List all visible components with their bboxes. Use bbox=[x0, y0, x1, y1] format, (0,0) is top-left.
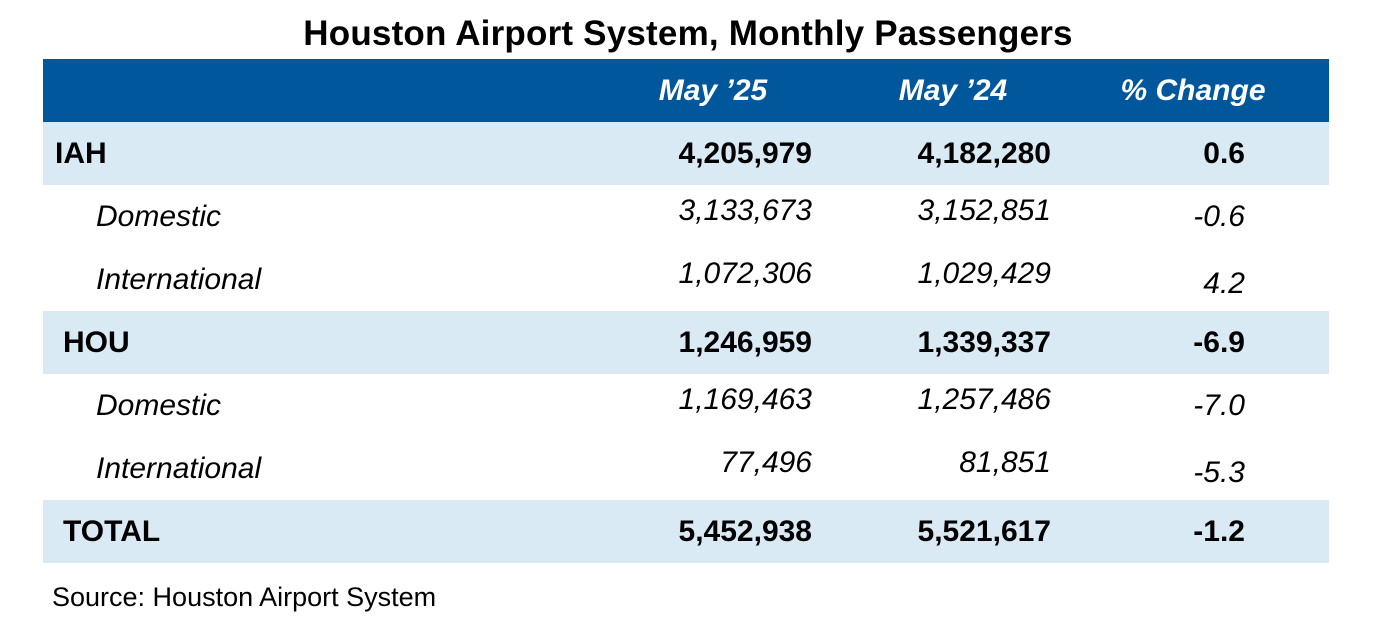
cell-may-24: 4,182,280 bbox=[917, 137, 1051, 170]
cell-may-24: 81,851 bbox=[959, 446, 1051, 479]
table-header-row: May ’25 May ’24 % Change bbox=[43, 59, 1329, 122]
table-row-hou-domestic: Domestic 1,169,463 1,257,486 -7.0 bbox=[43, 374, 1329, 437]
row-label: HOU bbox=[63, 326, 130, 359]
cell-may-25: 3,133,673 bbox=[678, 194, 812, 227]
cell-pct-change: -0.6 bbox=[1193, 200, 1245, 233]
cell-may-25: 1,072,306 bbox=[678, 257, 812, 290]
cell-pct-change: -5.3 bbox=[1193, 456, 1245, 489]
cell-pct-change: 4.2 bbox=[1203, 267, 1245, 300]
row-label: International bbox=[96, 452, 262, 485]
cell-pct-change: 0.6 bbox=[1203, 137, 1245, 170]
column-header-pct-change: % Change bbox=[1120, 74, 1266, 107]
cell-may-24: 3,152,851 bbox=[917, 194, 1051, 227]
table-title: Houston Airport System, Monthly Passenge… bbox=[303, 14, 1073, 53]
cell-pct-change: -7.0 bbox=[1193, 389, 1245, 422]
table-row-iah-domestic: Domestic 3,133,673 3,152,851 -0.6 bbox=[43, 185, 1329, 248]
cell-may-24: 1,257,486 bbox=[917, 383, 1051, 416]
cell-may-25: 4,205,979 bbox=[678, 137, 812, 170]
cell-may-24: 1,339,337 bbox=[917, 326, 1051, 359]
source-note: Source: Houston Airport System bbox=[52, 582, 437, 612]
table-row-iah: IAH 4,205,979 4,182,280 0.6 bbox=[43, 122, 1329, 185]
table-row-iah-international: International 1,072,306 1,029,429 4.2 bbox=[43, 248, 1329, 311]
row-label: IAH bbox=[55, 137, 107, 170]
row-label: International bbox=[96, 263, 262, 296]
row-label: Domestic bbox=[96, 389, 222, 422]
row-label: Domestic bbox=[96, 200, 222, 233]
cell-may-25: 1,169,463 bbox=[678, 383, 812, 416]
table-row-total: TOTAL 5,452,938 5,521,617 -1.2 bbox=[43, 500, 1329, 563]
row-label: TOTAL bbox=[63, 515, 161, 548]
cell-pct-change: -1.2 bbox=[1193, 515, 1245, 548]
table-row-hou-international: International 77,496 81,851 -5.3 bbox=[43, 437, 1329, 500]
cell-may-24: 1,029,429 bbox=[917, 257, 1051, 290]
table-row-hou: HOU 1,246,959 1,339,337 -6.9 bbox=[43, 311, 1329, 374]
cell-pct-change: -6.9 bbox=[1193, 326, 1245, 359]
cell-may-24: 5,521,617 bbox=[917, 515, 1051, 548]
cell-may-25: 1,246,959 bbox=[678, 326, 812, 359]
column-header-may-24: May ’24 bbox=[898, 74, 1008, 107]
cell-may-25: 77,496 bbox=[720, 446, 812, 479]
passenger-table: May ’25 May ’24 % Change IAH 4,205,979 4… bbox=[43, 59, 1329, 563]
column-header-may-25: May ’25 bbox=[658, 74, 768, 107]
cell-may-25: 5,452,938 bbox=[678, 515, 812, 548]
